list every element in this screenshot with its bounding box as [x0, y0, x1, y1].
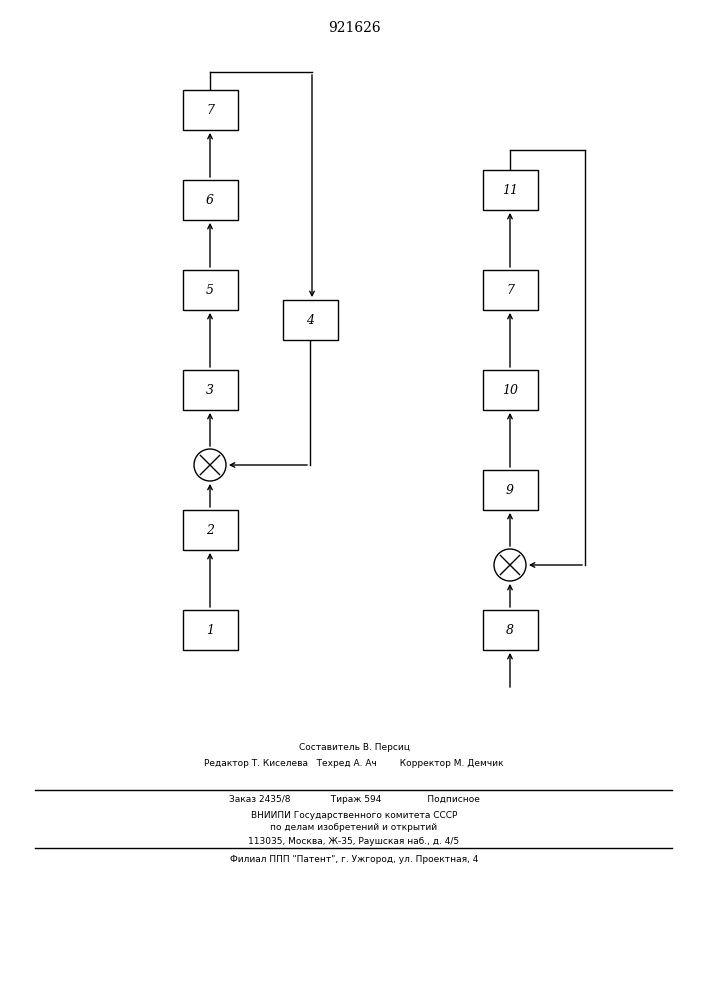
- Text: 8: 8: [506, 624, 514, 637]
- Bar: [482, 170, 537, 210]
- Text: ВНИИПИ Государственного комитета СССР: ВНИИПИ Государственного комитета СССР: [251, 810, 457, 820]
- Bar: [182, 370, 238, 410]
- Text: 7: 7: [506, 284, 514, 296]
- Text: 1: 1: [206, 624, 214, 637]
- Text: Заказ 2435/8              Тираж 594                Подписное: Заказ 2435/8 Тираж 594 Подписное: [228, 796, 479, 804]
- Text: 11: 11: [502, 184, 518, 196]
- Bar: [283, 300, 337, 340]
- Text: Филиал ППП "Патент", г. Ужгород, ул. Проектная, 4: Филиал ППП "Патент", г. Ужгород, ул. Про…: [230, 856, 478, 864]
- Text: 3: 3: [206, 383, 214, 396]
- Text: 10: 10: [502, 383, 518, 396]
- Circle shape: [494, 549, 526, 581]
- Text: 4: 4: [306, 314, 314, 326]
- Text: 5: 5: [206, 284, 214, 296]
- Text: 7: 7: [206, 104, 214, 116]
- Bar: [482, 270, 537, 310]
- Bar: [482, 370, 537, 410]
- Bar: [482, 610, 537, 650]
- Text: 921626: 921626: [327, 21, 380, 35]
- Circle shape: [194, 449, 226, 481]
- Bar: [182, 180, 238, 220]
- Bar: [482, 470, 537, 510]
- Bar: [182, 610, 238, 650]
- Text: 6: 6: [206, 194, 214, 207]
- Text: по делам изобретений и открытий: по делам изобретений и открытий: [271, 824, 438, 832]
- Bar: [182, 510, 238, 550]
- Text: 113035, Москва, Ж-35, Раушская наб., д. 4/5: 113035, Москва, Ж-35, Раушская наб., д. …: [248, 836, 460, 846]
- Text: 2: 2: [206, 524, 214, 536]
- Text: Редактор Т. Киселева   Техред А. Ач        Корректор М. Демчик: Редактор Т. Киселева Техред А. Ач Коррек…: [204, 758, 504, 768]
- Text: 9: 9: [506, 484, 514, 496]
- Bar: [182, 270, 238, 310]
- Text: Составитель В. Персиц: Составитель В. Персиц: [298, 744, 409, 752]
- Bar: [182, 90, 238, 130]
